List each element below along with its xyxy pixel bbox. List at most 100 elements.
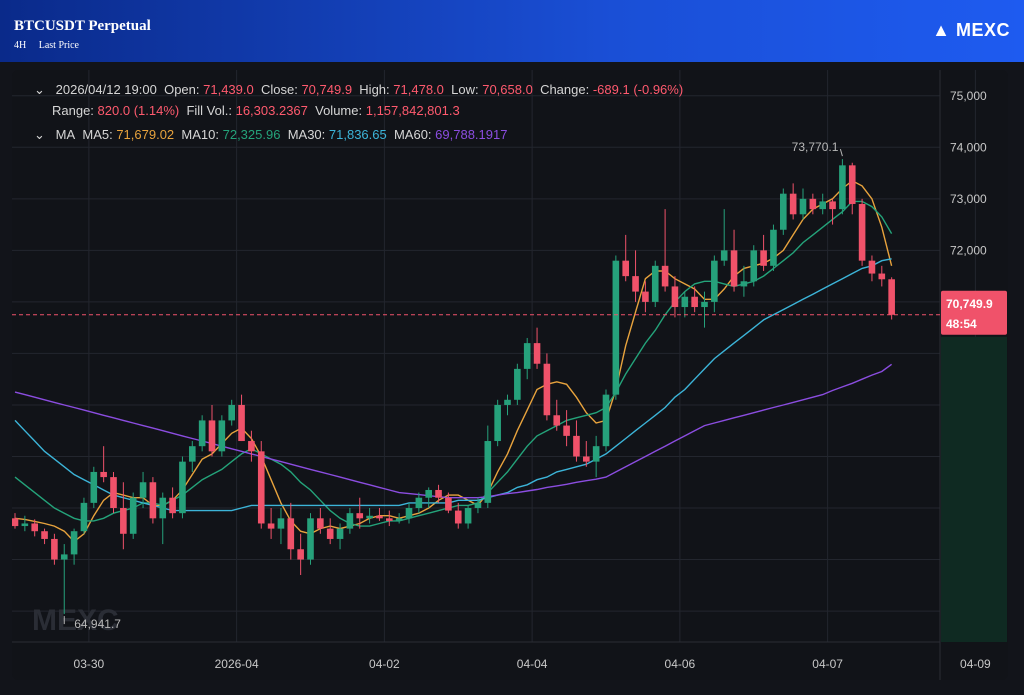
candle-body: [208, 420, 216, 452]
candle-body: [780, 193, 787, 230]
candle-body: [474, 502, 482, 509]
candle-body: [238, 404, 245, 442]
y-tick-label: 75,000: [950, 89, 987, 103]
candle-body: [228, 404, 235, 421]
countdown-label: 48:54: [946, 317, 977, 331]
candle-body: [829, 201, 836, 210]
candle-body: [346, 513, 354, 529]
candle-body: [661, 265, 669, 287]
candle-body: [336, 528, 344, 539]
candle-body: [711, 260, 718, 302]
subtitle-row: 4H Last Price: [14, 40, 89, 51]
candle-body: [730, 250, 738, 287]
candle-body: [819, 201, 826, 210]
fillvol-value: 16,303.2367: [235, 103, 308, 118]
candle-body: [435, 489, 442, 498]
candle-body: [267, 523, 275, 529]
candle-body: [90, 471, 98, 503]
candle-body: [454, 510, 462, 524]
interval-label: 4H: [14, 40, 27, 51]
candle-body: [789, 193, 797, 215]
ma30-value: 71,836.65: [328, 127, 387, 142]
candle-body: [376, 515, 383, 519]
candle-body: [179, 461, 186, 514]
high-annotation: 73,770.1: [792, 140, 839, 154]
candle-body: [386, 518, 393, 521]
low-label: Low:: [451, 82, 479, 97]
ma5-value: 71,679.02: [116, 127, 175, 142]
candle-body: [740, 281, 748, 287]
candle-body: [307, 518, 314, 560]
candle-body: [464, 508, 472, 524]
candle-body: [839, 165, 846, 210]
candle-body: [671, 286, 679, 308]
candle-body: [405, 508, 413, 519]
chevron-down-icon[interactable]: ⌄: [34, 82, 45, 97]
candle-body: [198, 420, 206, 447]
chevron-down-icon[interactable]: ⌄: [34, 127, 45, 142]
mexc-logo: ▲ MEXC: [932, 20, 1010, 41]
candle-body: [149, 482, 157, 519]
candle-body: [277, 518, 285, 529]
candle-body: [858, 203, 866, 261]
ma-line-ma5: [14, 179, 893, 543]
ohlc-legend-row2: Range: 820.0 (1.14%) Fill Vol.: 16,303.2…: [52, 103, 460, 118]
candle-body: [602, 394, 610, 447]
candle-body: [189, 446, 196, 462]
candlestick-chart[interactable]: MEXC75,00074,00073,00072,00071,00070,000…: [12, 70, 1008, 680]
candle-body: [129, 497, 137, 534]
candle-body: [12, 518, 19, 527]
volume-strip: [941, 336, 1007, 642]
candle-body: [612, 260, 620, 395]
chart-panel[interactable]: MEXC75,00074,00073,00072,00071,00070,000…: [12, 70, 1008, 680]
change-label: Change:: [540, 82, 590, 97]
chart-header: BTCUSDT Perpetual 4H Last Price ▲ MEXC: [0, 0, 1024, 62]
candle-body: [848, 165, 856, 204]
candle-body: [888, 279, 895, 315]
x-tick-label: 04-02: [369, 657, 400, 671]
candle-body: [425, 489, 432, 498]
x-tick-label: 04-04: [517, 657, 548, 671]
volume-label: Volume:: [315, 103, 363, 118]
candle-body: [169, 497, 176, 514]
range-value: 820.0 (1.14%): [97, 103, 180, 118]
ma10-label: MA10:: [181, 127, 219, 142]
change-value: -689.1 (-0.96%): [592, 82, 684, 97]
watermark-text: MEXC: [32, 604, 119, 637]
candle-body: [317, 518, 324, 529]
candle-body: [415, 497, 423, 509]
x-tick-label: 04-06: [665, 657, 696, 671]
candle-body: [445, 497, 452, 511]
candle-body: [533, 343, 541, 364]
last-price-tag: [941, 290, 1007, 335]
ma10-value: 72,325.96: [222, 127, 281, 142]
candle-body: [592, 446, 600, 462]
y-tick-label: 74,000: [950, 140, 987, 154]
candle-body: [257, 451, 265, 524]
candle-body: [622, 260, 629, 277]
candle-body: [159, 497, 167, 519]
close-label: Close:: [260, 82, 298, 97]
candle-body: [248, 441, 255, 452]
volume-value: 1,157,842,801.3: [365, 103, 460, 118]
legend-date: 2026/04/12 19:00: [55, 82, 157, 97]
range-label: Range:: [52, 103, 94, 118]
candle-body: [563, 425, 570, 436]
candle-body: [691, 296, 698, 308]
candle-body: [287, 518, 295, 550]
candle-body: [523, 343, 531, 369]
low-value: 70,658.0: [482, 82, 533, 97]
brand-text: MEXC: [955, 20, 1010, 40]
candle-body: [878, 273, 886, 280]
y-tick-label: 73,000: [950, 192, 987, 206]
candle-body: [31, 523, 38, 532]
open-value: 71,439.0: [203, 82, 254, 97]
x-tick-label: 2026-04: [215, 657, 259, 671]
mexc-logo-icon: ▲: [932, 20, 951, 40]
candle-body: [632, 276, 639, 292]
candle-body: [484, 441, 492, 503]
candle-body: [218, 420, 226, 452]
candle-body: [514, 368, 521, 400]
candle-body: [651, 265, 659, 302]
candle-body: [583, 456, 590, 462]
